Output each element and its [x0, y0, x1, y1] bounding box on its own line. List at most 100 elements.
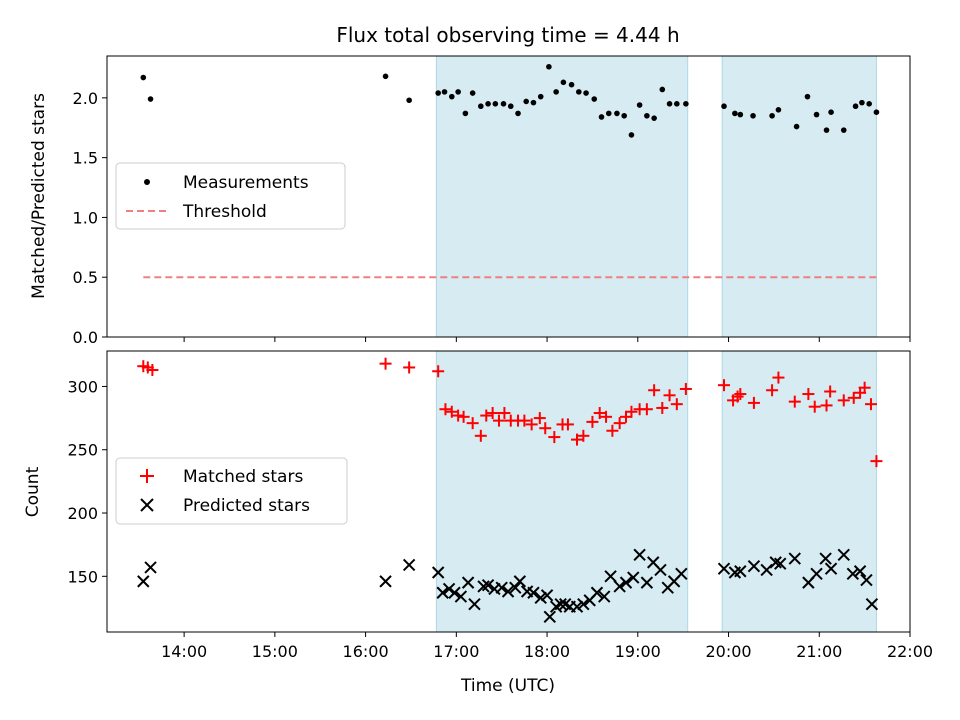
matched-star-point	[539, 422, 552, 435]
measurement-point	[840, 127, 847, 133]
matched-star-point	[452, 409, 465, 422]
predicted-star-point	[604, 570, 617, 583]
x-tick-label: 20:00	[705, 642, 751, 661]
measurement-point	[823, 127, 830, 133]
top-panel: 0.0 0.5 1.0 1.5 2.0	[73, 55, 911, 347]
predicted-star-point	[774, 557, 787, 570]
matched-star-point	[606, 424, 619, 437]
matched-star-point	[498, 407, 511, 420]
predicted-star-point	[513, 575, 527, 588]
measurement-point	[441, 89, 448, 95]
predicted-star-point	[598, 590, 611, 603]
measurement-point	[147, 96, 154, 102]
predicted-star-point	[554, 597, 567, 611]
predicted-star-point	[613, 580, 626, 593]
measurement-point	[721, 103, 727, 110]
measurement-point	[598, 114, 605, 120]
matched-star-point	[620, 410, 633, 423]
predicted-star-point	[468, 597, 481, 611]
bottom-legend: Matched stars Predicted stars	[115, 457, 348, 525]
measurement-point	[462, 110, 469, 117]
predicted-star-point	[442, 582, 456, 596]
matched-star-point	[486, 407, 499, 420]
measurement-point	[859, 99, 865, 106]
predicted-star-point	[527, 586, 540, 599]
top-axes-frame	[106, 55, 911, 338]
legend-predicted-marker	[140, 498, 154, 512]
measurement-point	[406, 97, 412, 104]
top-legend: Measurements Threshold	[115, 162, 346, 230]
predicted-star-point	[570, 600, 584, 613]
measurement-point	[500, 101, 507, 107]
matched-star-point	[474, 429, 487, 442]
bottom-y-tick-label: 300	[67, 377, 98, 396]
matched-star-point	[766, 384, 779, 397]
measurement-point	[382, 73, 389, 80]
measurement-point	[793, 123, 800, 130]
predicted-star-point	[577, 597, 590, 611]
measurement-point	[769, 112, 775, 119]
measurement-point	[873, 109, 880, 115]
predicted-star-point	[477, 580, 490, 593]
measurement-point	[560, 79, 567, 86]
predicted-star-point	[640, 576, 654, 589]
matched-star-point	[858, 381, 871, 394]
measurement-point	[614, 110, 620, 117]
measurement-point	[659, 86, 666, 93]
measurement-point	[605, 110, 612, 117]
measurement-point	[515, 110, 521, 117]
matched-star-point	[586, 415, 599, 428]
measurement-point	[485, 101, 491, 107]
predicted-star-point	[448, 586, 461, 599]
measurement-point	[732, 110, 738, 117]
matched-star-point	[466, 417, 479, 430]
measurement-point	[492, 101, 499, 107]
chart-title: Flux total observing time = 4.44 h	[336, 23, 679, 47]
predicted-star-point	[846, 567, 860, 580]
top-y-tick-label: 1.5	[73, 149, 98, 168]
matched-star-point	[772, 371, 785, 384]
top-y-axis-label: Matched/Predicted stars	[29, 93, 49, 299]
predicted-star-point	[501, 585, 515, 598]
matched-star-point	[802, 388, 815, 401]
measurement-point	[537, 93, 544, 100]
predicted-star-point	[509, 581, 522, 594]
matched-star-point	[663, 389, 676, 402]
predicted-star-point	[824, 562, 838, 575]
measurement-point	[737, 111, 744, 118]
bottom-y-tick-label: 250	[67, 441, 98, 460]
top-shaded-interval	[435, 55, 689, 338]
matched-star-point	[640, 403, 653, 416]
matched-star-point	[548, 431, 561, 444]
predicted-star-point	[819, 552, 832, 565]
matched-star-point	[847, 391, 860, 404]
measurement-point	[455, 89, 461, 95]
measurement-point	[666, 101, 673, 107]
predicted-star-point	[461, 576, 475, 589]
predicted-star-point	[853, 565, 867, 578]
matched-star-point	[600, 410, 613, 423]
measurement-point	[576, 89, 582, 95]
measurement-point	[591, 96, 598, 102]
predicted-star-point	[627, 571, 640, 584]
matched-star-point	[403, 361, 416, 374]
predicted-star-point	[865, 597, 879, 611]
predicted-star-point	[675, 567, 688, 580]
bottom-shaded-interval	[435, 350, 689, 633]
top-y-tick-label: 0.0	[73, 328, 98, 347]
predicted-star-point	[654, 563, 667, 577]
x-axis-label: Time (UTC)	[460, 676, 555, 696]
measurement-point	[546, 63, 552, 70]
measurement-point	[674, 101, 680, 107]
measurement-point	[140, 74, 147, 81]
predicted-star-point	[837, 548, 850, 561]
measurement-point	[568, 81, 575, 88]
measurement-point	[621, 112, 627, 119]
predicted-star-point	[717, 562, 731, 575]
predicted-star-point	[534, 591, 547, 605]
predicted-star-point	[769, 556, 782, 569]
measurement-point	[683, 101, 689, 107]
predicted-star-point	[402, 558, 416, 572]
x-tick-label: 22:00	[887, 642, 933, 661]
x-tick-label: 21:00	[796, 642, 842, 661]
